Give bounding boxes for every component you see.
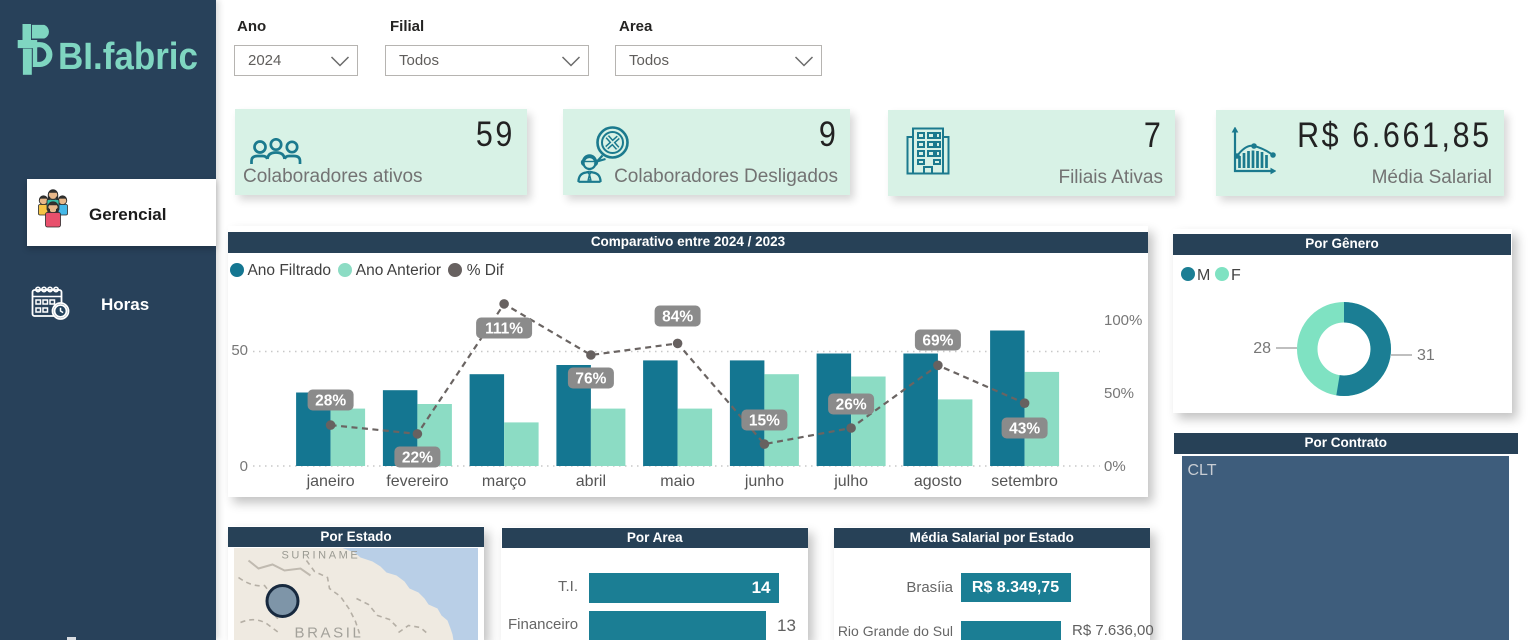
svg-text:abril: abril [576,473,606,490]
svg-text:março: março [482,473,527,490]
svg-text:100%: 100% [1104,312,1142,329]
svg-text:69%: 69% [922,333,953,350]
svg-text:maio: maio [660,473,695,490]
svg-text:15%: 15% [749,413,780,430]
svg-text:BRASIL: BRASIL [294,624,363,640]
svg-text:junho: junho [744,473,784,490]
svg-text:28%: 28% [315,393,346,410]
svg-text:43%: 43% [1009,421,1040,438]
svg-text:50: 50 [231,342,248,359]
svg-text:F: F [1231,267,1241,284]
svg-text:111%: 111% [485,321,523,338]
svg-text:0: 0 [240,458,248,475]
svg-text:26%: 26% [836,397,867,414]
svg-text:84%: 84% [662,309,693,326]
svg-text:julho: julho [833,473,868,490]
svg-text:76%: 76% [575,371,606,388]
svg-text:SURINAME: SURINAME [281,549,360,561]
svg-text:setembro: setembro [991,473,1058,490]
svg-text:BI.fabric: BI.fabric [58,36,198,78]
svg-text:0%: 0% [1104,458,1126,475]
svg-text:28: 28 [1253,340,1271,357]
svg-text:fevereiro: fevereiro [386,473,448,490]
svg-text:agosto: agosto [914,473,962,490]
svg-text:M: M [1197,267,1210,284]
svg-text:50%: 50% [1104,385,1134,402]
svg-text:22%: 22% [402,450,433,467]
svg-text:janeiro: janeiro [306,473,355,490]
svg-text:31: 31 [1417,347,1435,364]
